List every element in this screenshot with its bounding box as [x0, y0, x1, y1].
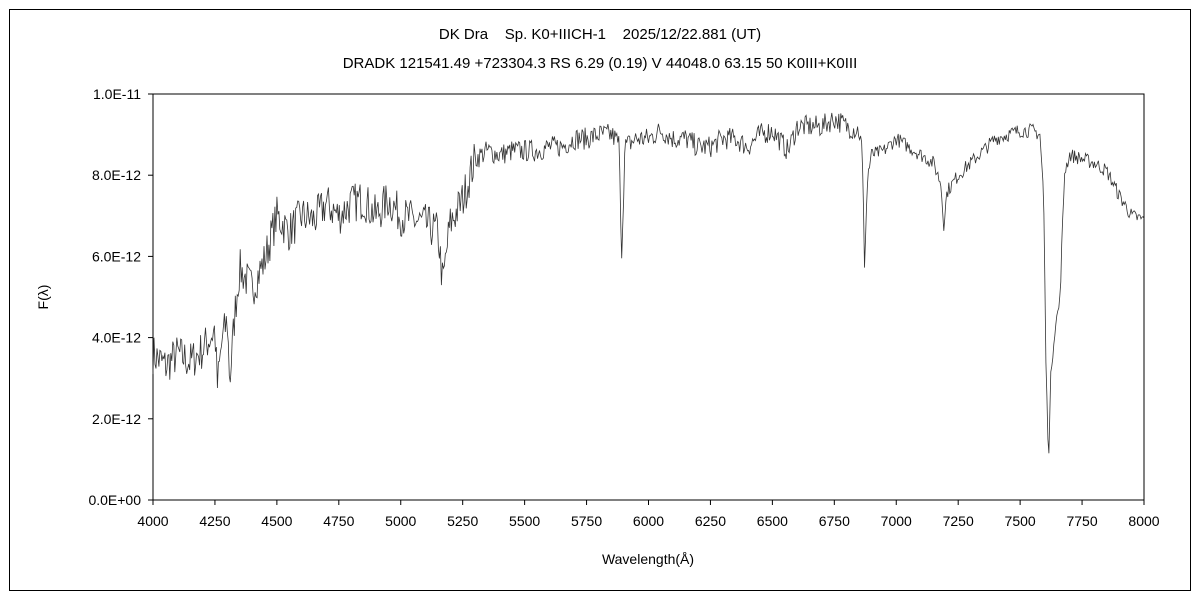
y-tick-label: 0.0E+00	[88, 492, 141, 508]
x-tick-label: 8000	[1128, 513, 1159, 529]
x-tick-label: 4750	[323, 513, 354, 529]
chart-frame	[9, 9, 1191, 591]
x-tick-label: 5000	[385, 513, 416, 529]
x-tick-label: 6000	[633, 513, 664, 529]
x-tick-label: 4250	[199, 513, 230, 529]
y-tick-label: 1.0E-11	[93, 86, 141, 102]
x-tick-label: 4500	[261, 513, 292, 529]
x-tick-label: 7500	[1005, 513, 1036, 529]
y-tick-label: 8.0E-12	[92, 167, 141, 183]
chart-title: DK Dra Sp. K0+IIICH-1 2025/12/22.881 (UT…	[438, 26, 762, 43]
y-tick-label: 4.0E-12	[92, 330, 141, 346]
x-tick-label: 5500	[509, 513, 540, 529]
y-axis-label: F(λ)	[35, 285, 51, 310]
spectrum-line	[152, 112, 1145, 454]
x-tick-label: 6750	[819, 513, 850, 529]
x-tick-label: 7250	[943, 513, 974, 529]
x-tick-label: 7750	[1066, 513, 1097, 529]
x-tick-label: 5250	[447, 513, 478, 529]
x-tick-label: 6250	[695, 513, 726, 529]
x-tick-label: 5750	[571, 513, 602, 529]
plot-area	[152, 93, 1145, 501]
x-tick-label: 6500	[757, 513, 788, 529]
x-tick-label: 7000	[881, 513, 912, 529]
y-tick-label: 6.0E-12	[92, 248, 141, 264]
x-axis-label: Wavelength(Å)	[602, 551, 694, 567]
y-tick-label: 2.0E-12	[92, 411, 141, 427]
x-tick-label: 4000	[137, 513, 168, 529]
chart-subtitle: DRADK 121541.49 +723304.3 RS 6.29 (0.19)…	[342, 55, 858, 72]
